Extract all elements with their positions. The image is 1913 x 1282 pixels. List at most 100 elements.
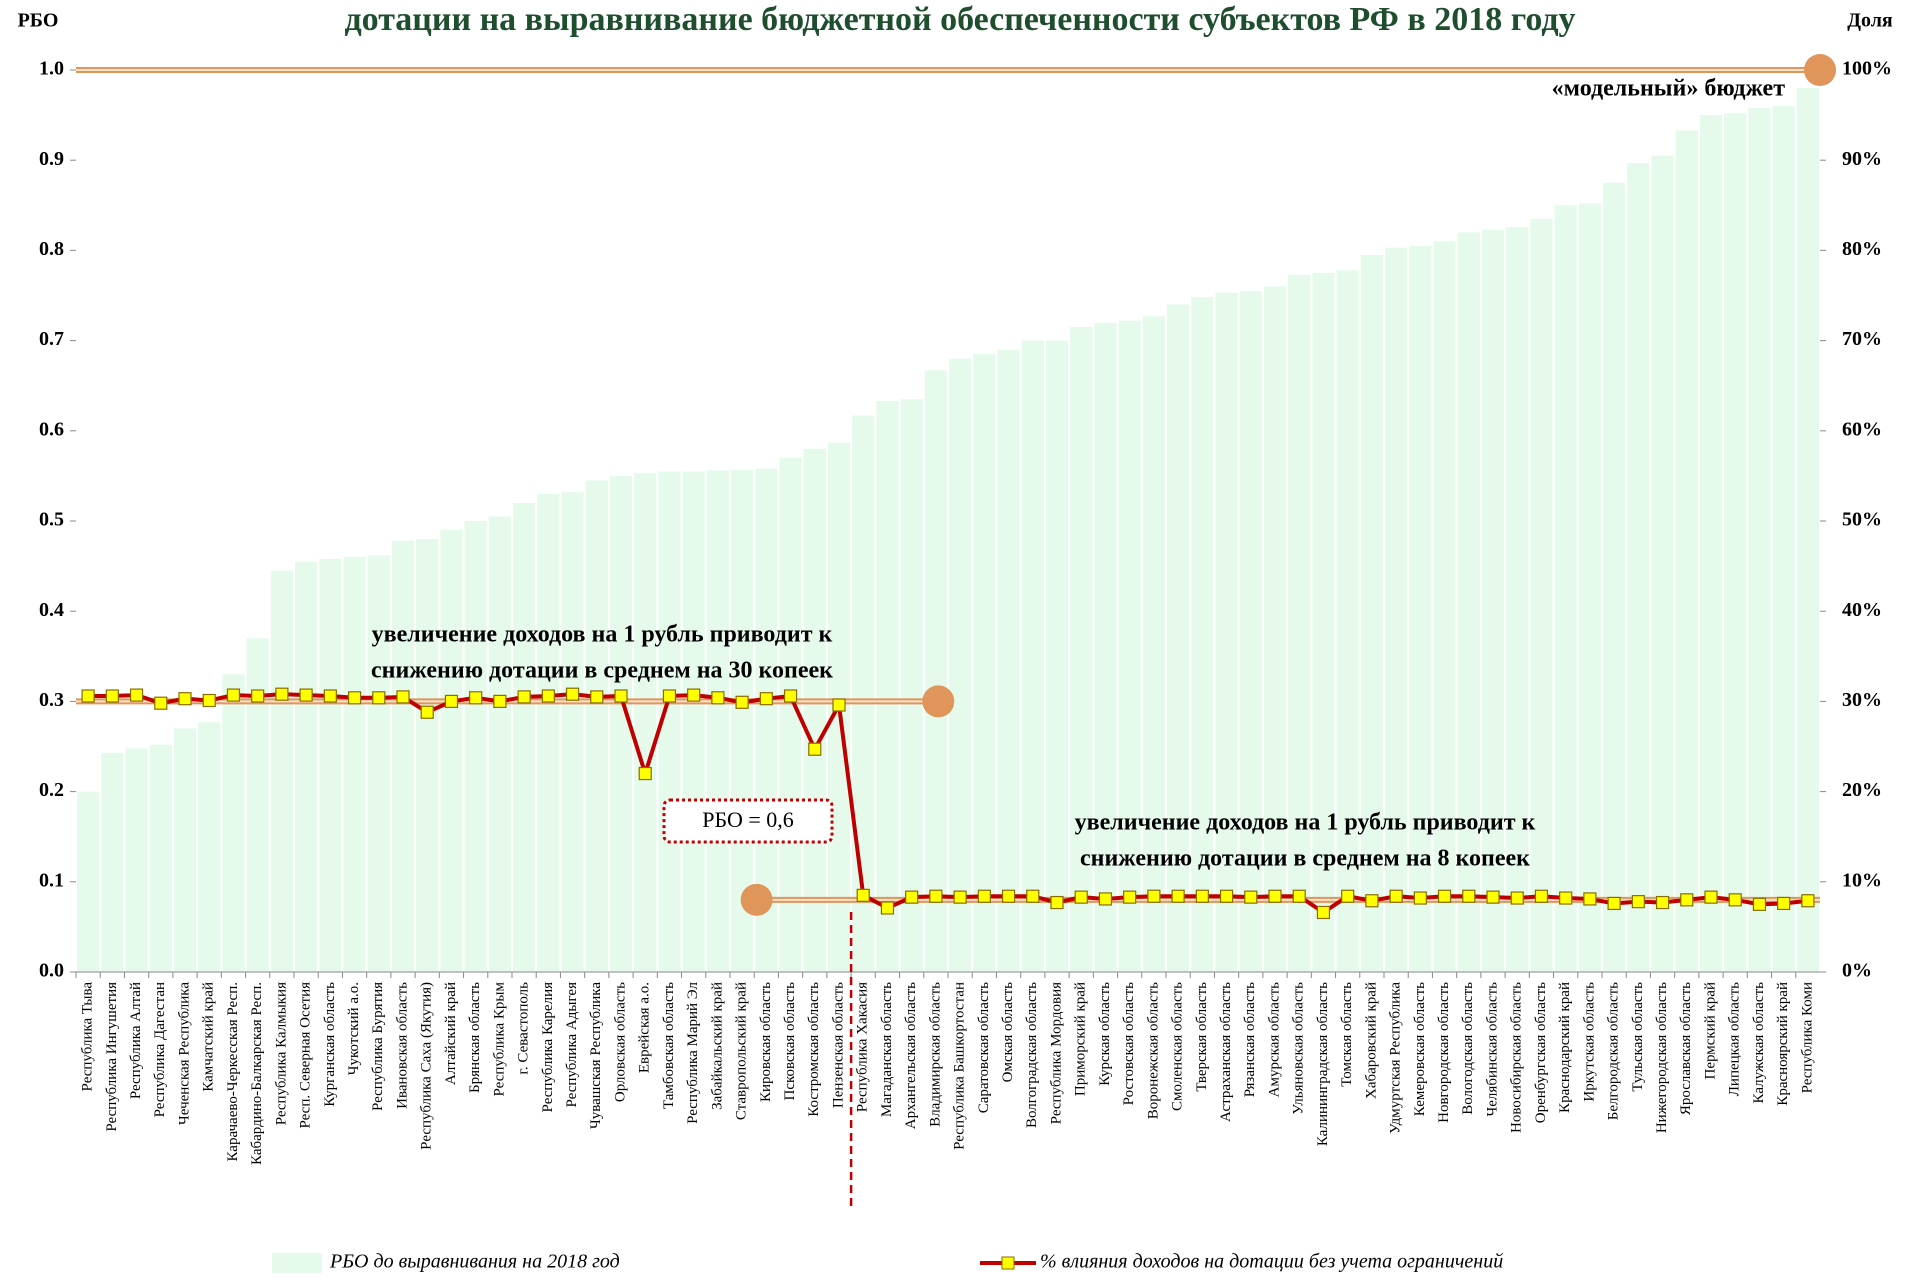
x-tick-label: Тульская область xyxy=(1630,982,1646,1092)
x-tick-label: Камчатский край xyxy=(201,982,217,1092)
annotation: увеличение доходов на 1 рубль приводит к xyxy=(1075,810,1536,836)
bar xyxy=(1360,254,1384,972)
x-tick-label: Курская область xyxy=(1097,982,1113,1086)
x-tick-label: Чукотский а.о. xyxy=(346,982,362,1075)
bar xyxy=(149,744,172,972)
line-marker xyxy=(1728,893,1742,907)
line-marker xyxy=(541,689,555,703)
bar xyxy=(1336,270,1359,972)
line-marker xyxy=(1171,889,1185,903)
bar xyxy=(1457,232,1480,973)
y-tick-label: 0.6 xyxy=(39,418,64,440)
x-tick-label: Удмуртская Республика xyxy=(1388,982,1404,1134)
line-marker xyxy=(1074,890,1088,904)
bar xyxy=(1191,297,1214,973)
line-marker xyxy=(1607,896,1621,911)
x-tick-label: Республика Марий Эл xyxy=(685,981,701,1123)
y2-tick-label: 30% xyxy=(1842,689,1882,711)
bar xyxy=(1724,113,1747,972)
y2-tick-label: 20% xyxy=(1842,779,1882,801)
threshold-box xyxy=(662,798,834,844)
line-marker xyxy=(81,689,95,703)
bar xyxy=(246,638,269,972)
bar xyxy=(76,791,100,972)
y2-tick-label: 40% xyxy=(1842,599,1882,621)
bar xyxy=(1288,274,1311,972)
line-marker xyxy=(614,689,628,703)
line-marker xyxy=(735,695,749,709)
bar xyxy=(1215,292,1238,972)
x-tick-label: Архангельская область xyxy=(903,982,919,1129)
line-marker xyxy=(1777,896,1791,911)
line-marker xyxy=(711,691,725,705)
x-tick-label: Рязанская область xyxy=(1242,982,1258,1097)
bar xyxy=(1094,322,1117,972)
x-tick-label: Новгородская область xyxy=(1436,982,1452,1123)
x-tick-label: Томская область xyxy=(1339,982,1355,1087)
bar xyxy=(1045,340,1069,973)
x-tick-label: Саратовская область xyxy=(976,982,992,1113)
line-marker xyxy=(1050,895,1064,910)
bar xyxy=(416,539,439,972)
bar xyxy=(464,521,487,972)
bar xyxy=(537,493,560,972)
bar xyxy=(222,674,245,972)
bar xyxy=(1433,241,1456,972)
x-tick-label: Челябинская область xyxy=(1484,982,1500,1117)
bar xyxy=(876,401,899,972)
line-marker xyxy=(1462,889,1476,903)
bar xyxy=(440,530,463,972)
line-marker xyxy=(202,693,216,708)
line-marker xyxy=(251,689,265,703)
x-tick-label: г. Севастополь xyxy=(516,982,532,1075)
bar xyxy=(1263,286,1287,973)
line-marker xyxy=(1631,895,1645,909)
bar xyxy=(343,557,366,972)
x-tick-label: Белгородская область xyxy=(1606,982,1622,1120)
line-marker xyxy=(129,688,144,702)
bar xyxy=(1070,327,1093,972)
x-tick-label: Еврейская а.о. xyxy=(637,982,653,1073)
line-marker xyxy=(1437,889,1452,903)
line-marker xyxy=(444,694,459,709)
line-marker xyxy=(1486,890,1500,904)
line-marker xyxy=(590,690,604,704)
x-tick-label: Ставропольский край xyxy=(734,982,750,1120)
bar xyxy=(391,540,415,972)
x-tick-label: Алтайский край xyxy=(443,982,459,1085)
x-tick-label: Тверская область xyxy=(1194,982,1210,1092)
bar xyxy=(294,561,318,972)
legend-swatch xyxy=(1001,1256,1015,1270)
bar xyxy=(1506,226,1529,972)
x-tick-label: Республика Башкортостан xyxy=(952,982,968,1150)
line-marker xyxy=(1413,891,1427,905)
x-tick-label: Республика Бурятия xyxy=(370,982,386,1111)
annotation: увеличение доходов на 1 рубль приводит к xyxy=(372,622,833,648)
x-tick-label: Новосибирская область xyxy=(1509,982,1525,1133)
bar xyxy=(367,555,390,972)
line-marker xyxy=(1219,889,1234,903)
x-tick-label: Республика Коми xyxy=(1799,982,1815,1093)
x-tick-label: Республика Саха (Якутия) xyxy=(419,982,435,1150)
line-marker xyxy=(1244,890,1258,904)
x-tick-label: Калужская область xyxy=(1751,982,1767,1104)
x-tick-label: Псковская область xyxy=(782,982,798,1101)
y-tick-label: 0.2 xyxy=(39,779,64,801)
y-tick-label: 0.4 xyxy=(39,599,64,621)
line-marker xyxy=(154,696,168,710)
line-marker xyxy=(323,689,337,703)
line-marker xyxy=(1583,892,1597,906)
bar xyxy=(609,475,633,972)
bar xyxy=(1312,272,1335,972)
x-tick-label: Красноярский край xyxy=(1775,982,1791,1106)
line-marker xyxy=(226,688,241,702)
line-marker xyxy=(1365,894,1379,908)
line-marker xyxy=(808,742,822,756)
y2-tick-label: 100% xyxy=(1842,58,1892,80)
y2-tick-label: 60% xyxy=(1842,418,1882,440)
x-tick-label: Ульяновская область xyxy=(1291,982,1307,1115)
y-tick-label: 0.5 xyxy=(39,509,64,531)
x-tick-label: Республика Алтай xyxy=(128,982,144,1099)
line-marker xyxy=(372,691,386,705)
annotation: снижению дотации в среднем на 30 копеек xyxy=(371,658,833,684)
